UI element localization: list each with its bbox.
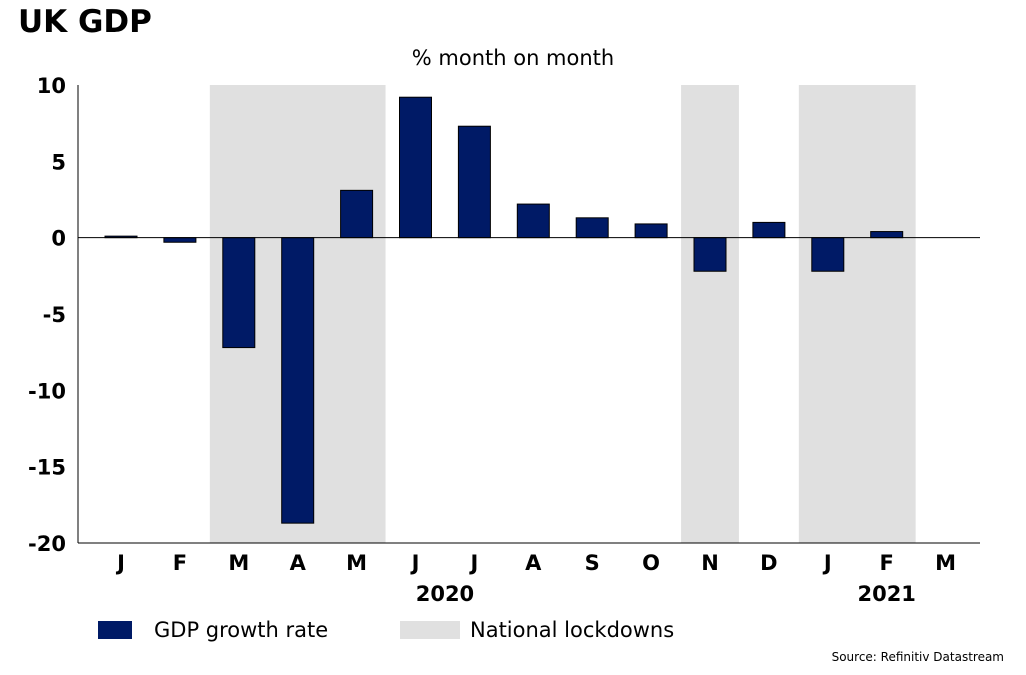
legend-gdp: GDP growth rate [98,616,328,644]
y-tick-label: 10 [37,74,66,98]
year-label: 2020 [416,582,474,606]
year-label: 2021 [857,582,915,606]
x-tick-label: O [642,551,660,575]
x-tick-label: D [760,551,777,575]
bar [634,223,668,239]
bar [281,237,315,524]
legend-lockdown: National lockdowns [400,616,674,644]
bar [222,237,256,349]
bar [811,237,845,272]
bar [163,237,197,243]
lockdown-band-2 [798,85,916,543]
x-tick-label: J [822,551,832,575]
source-note: Source: Refinitiv Datastream [831,650,1004,664]
legend-gdp-swatch [98,621,132,639]
x-tick-label: M [228,551,249,575]
bar [693,237,727,272]
bar [516,203,550,239]
lockdown-band-1 [681,85,739,543]
y-tick-label: -10 [28,379,66,403]
chart-subtitle: % month on month [411,46,615,70]
x-tick-label: A [290,551,307,575]
legend-gdp-label: GDP growth rate [154,618,329,642]
y-tick-label: -15 [28,456,66,480]
bar [870,231,904,239]
x-tick-label: M [935,551,956,575]
x-tick-label: J [115,551,125,575]
bar [752,221,786,239]
x-tick-label: F [880,551,894,575]
x-tick-label: A [525,551,542,575]
x-tick-label: M [346,551,367,575]
x-tick-label: S [585,551,600,575]
x-tick-label: N [701,551,719,575]
bar [457,125,491,239]
bar [399,96,432,239]
legend-lockdown-label: National lockdowns [470,618,675,642]
bar [340,189,374,239]
legend-lockdown-swatch [400,621,460,639]
x-tick-label: J [468,551,478,575]
y-tick-label: -20 [28,532,66,556]
x-tick-label: F [173,551,187,575]
chart-title: UK GDP [18,4,152,40]
y-tick-label: 5 [51,150,66,174]
x-tick-label: J [410,551,420,575]
y-tick-label: -5 [43,303,66,327]
bar [575,217,609,239]
y-tick-label: 0 [51,227,66,251]
